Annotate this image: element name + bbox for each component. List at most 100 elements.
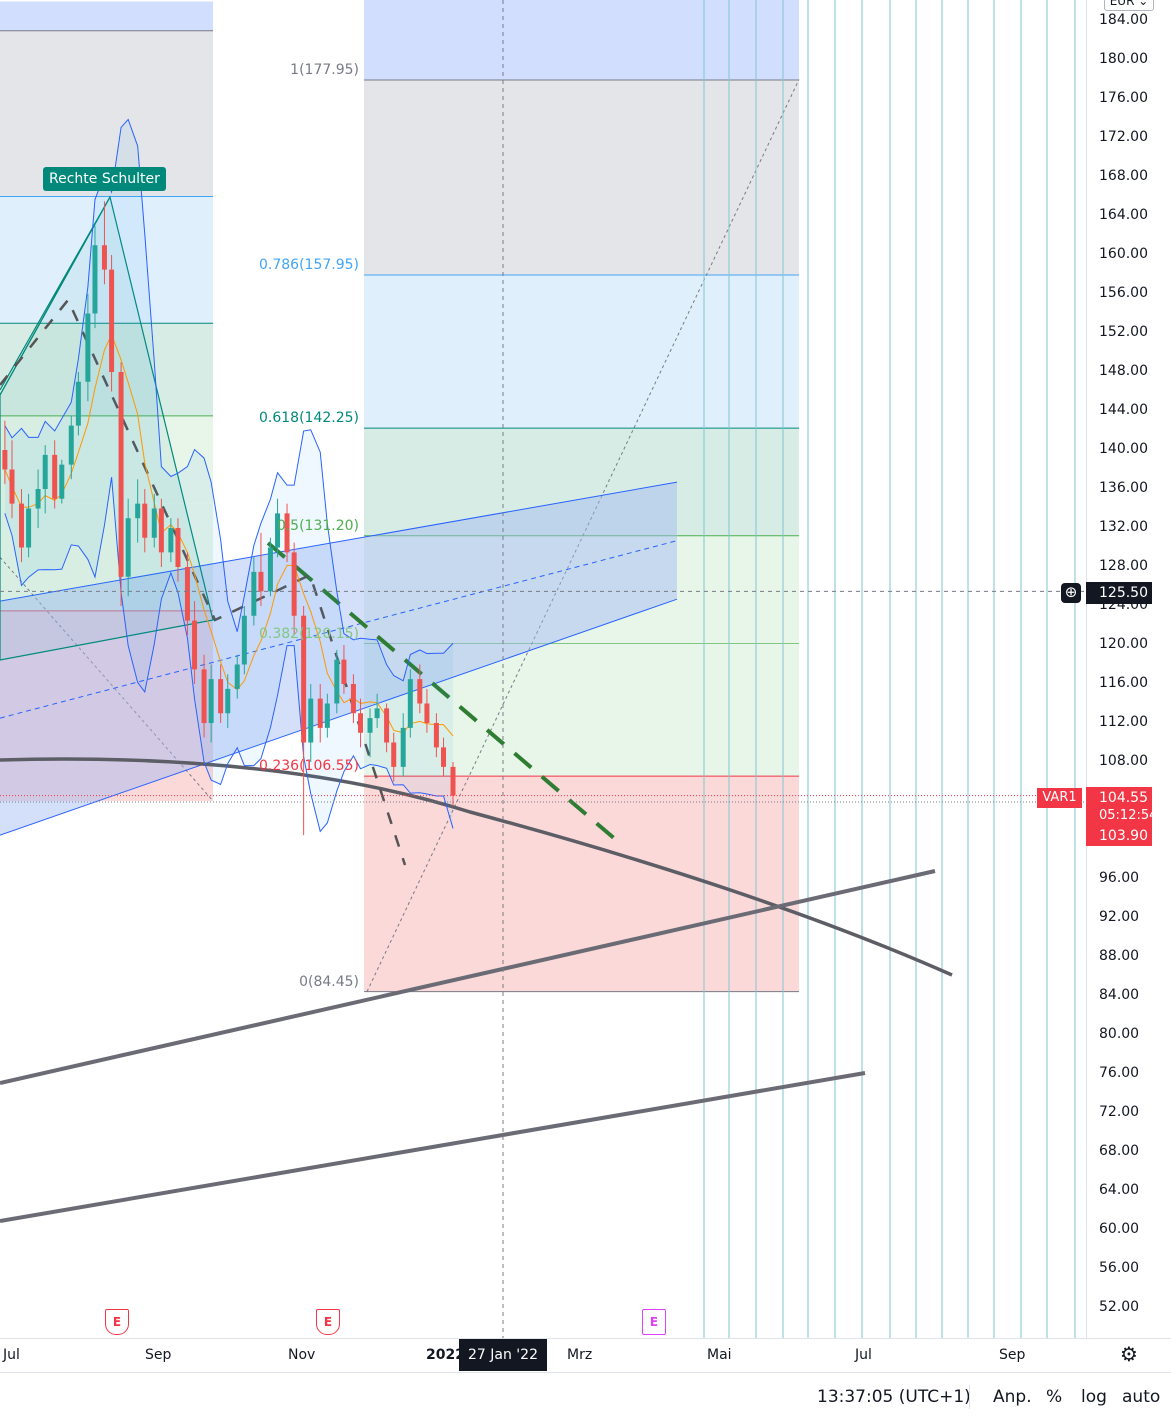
price-tick: 184.00 — [1099, 12, 1148, 28]
candle-body-28 — [234, 664, 240, 689]
candle-body-44 — [367, 718, 373, 733]
pattern-zone-4 — [0, 415, 213, 504]
band-lower — [4, 477, 454, 833]
candle-body-15 — [125, 518, 131, 577]
last-price-badge: 104.55 05:12:54 — [1086, 787, 1157, 827]
candle-body-11 — [92, 245, 98, 314]
price-tick: 88.00 — [1099, 948, 1140, 964]
price-tick: 148.00 — [1099, 363, 1148, 379]
price-tick: 72.00 — [1099, 1104, 1140, 1120]
price-tick: 168.00 — [1099, 168, 1148, 184]
band-fill — [4, 119, 454, 832]
candle-body-41 — [341, 659, 347, 684]
candle-body-27 — [225, 688, 231, 714]
percent-scale-button[interactable]: % — [1046, 1387, 1063, 1407]
candle-body-43 — [358, 713, 364, 733]
fib-zones — [0, 0, 800, 993]
price-tick: 84.00 — [1099, 987, 1140, 1003]
price-tick: 120.00 — [1099, 636, 1148, 652]
candle-body-4 — [35, 489, 41, 509]
price-tick: 60.00 — [1099, 1221, 1140, 1237]
currency-selector[interactable]: EUR ⌄ — [1104, 0, 1154, 11]
fib-zone-0.618 — [364, 428, 799, 536]
price-tick: 108.00 — [1099, 753, 1148, 769]
earnings-marker[interactable]: E — [105, 1309, 129, 1335]
candle-body-46 — [384, 708, 390, 743]
chevron-down-icon: ⌄ — [1134, 0, 1149, 8]
settings-gear-icon[interactable]: ⚙ — [1120, 1342, 1138, 1366]
price-tick: 128.00 — [1099, 558, 1148, 574]
fib-label-0.236: 0.236(106.55) — [259, 758, 359, 775]
earnings-marker[interactable]: E — [642, 1309, 666, 1335]
candle-body-51 — [424, 703, 430, 723]
price-tick: 52.00 — [1099, 1299, 1140, 1315]
fib-time-zone-lines — [703, 0, 1076, 1338]
candle-body-1 — [9, 469, 15, 504]
candle-body-26 — [218, 679, 224, 714]
fib-label-0.5: 0.5(131.20) — [276, 517, 359, 534]
fib-label-1: 1(177.95) — [290, 61, 359, 78]
candle-body-32 — [267, 547, 273, 592]
pattern-label-rechte-schulter[interactable]: Rechte Schulter — [43, 167, 166, 191]
log-scale-button[interactable]: log — [1081, 1387, 1107, 1407]
time-label: Mrz — [567, 1347, 593, 1363]
price-tick: 156.00 — [1099, 285, 1148, 301]
candle-body-24 — [201, 669, 207, 723]
fib-label-0.618: 0.618(142.25) — [259, 410, 359, 427]
time-label: Mai — [707, 1347, 732, 1363]
toolbar-divider — [969, 1385, 970, 1409]
var-label-badge: VAR1 — [1037, 788, 1082, 808]
auto-scale-button[interactable]: auto — [1122, 1387, 1161, 1407]
candle-body-50 — [417, 679, 423, 704]
bottom-toolbar: 13:37:05 (UTC+1) Anp. % log auto — [0, 1372, 1171, 1421]
candle-body-33 — [275, 513, 281, 548]
clock-timezone[interactable]: 13:37:05 (UTC+1) — [817, 1387, 971, 1407]
candle-body-22 — [184, 567, 190, 621]
price-tick: 160.00 — [1099, 246, 1148, 262]
price-tick: 64.00 — [1099, 1182, 1140, 1198]
candle-body-52 — [433, 723, 439, 748]
price-tick: 112.00 — [1099, 714, 1148, 730]
price-tick: 136.00 — [1099, 480, 1148, 496]
earnings-marker[interactable]: E — [316, 1309, 340, 1335]
candlesticks — [2, 201, 456, 836]
time-axis[interactable]: Jul Sep Nov 2022 Mrz Mai Jul Sep 27 Jan '22 ⚙ — [0, 1338, 1171, 1373]
candle-body-12 — [101, 245, 107, 270]
price-tick: 176.00 — [1099, 90, 1148, 106]
candle-body-3 — [26, 508, 32, 548]
time-label: Nov — [288, 1347, 316, 1363]
add-alert-icon[interactable]: ⊕ — [1061, 583, 1081, 603]
chart-plot[interactable] — [0, 0, 1086, 1338]
last-price: 104.55 — [1099, 790, 1148, 806]
fib-zone-0.786 — [364, 274, 799, 429]
price-tick: 180.00 — [1099, 51, 1148, 67]
candle-body-0 — [2, 450, 8, 470]
candle-body-10 — [85, 313, 91, 382]
price-tick: 172.00 — [1099, 129, 1148, 145]
price-tick: 132.00 — [1099, 519, 1148, 535]
candle-body-25 — [208, 679, 214, 723]
time-label: Jul — [855, 1347, 872, 1363]
fib-label-0.382: 0.382(120.15) — [259, 625, 359, 642]
adjust-button[interactable]: Anp. — [993, 1387, 1032, 1407]
candle-body-53 — [441, 747, 447, 767]
crosshair-price: 125.50 — [1099, 585, 1148, 601]
pattern-label-text: Rechte Schulter — [49, 171, 160, 187]
candle-body-7 — [59, 464, 65, 499]
price-tick: 56.00 — [1099, 1260, 1140, 1276]
price-tick: 164.00 — [1099, 207, 1148, 223]
second-price-badge: 103.90 — [1086, 826, 1152, 846]
channel-lower — [0, 598, 678, 836]
candle-body-23 — [192, 620, 198, 670]
candle-body-18 — [151, 508, 157, 538]
channel-upper — [0, 481, 678, 602]
fib-trend-dash — [366, 79, 800, 992]
price-tick: 116.00 — [1099, 675, 1148, 691]
candle-body-13 — [109, 269, 115, 372]
trendline-lower — [0, 1071, 866, 1223]
price-axis[interactable] — [1086, 0, 1171, 1338]
arc-curve — [0, 757, 953, 977]
candle-body-54 — [450, 766, 456, 796]
currency-label: EUR — [1109, 0, 1135, 8]
candle-body-35 — [291, 552, 297, 616]
